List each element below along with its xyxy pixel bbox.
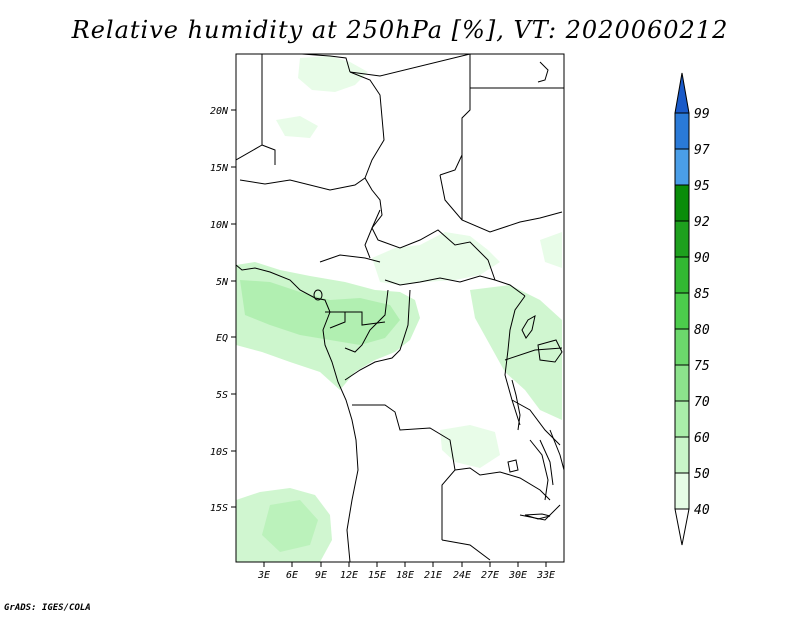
lon-labels: 3E 6E 9E 12E 15E 18E 21E 24E 27E 30E 33E [257, 570, 555, 581]
colorbar-label: 92 [694, 215, 710, 230]
colorbar-bin [674, 220, 690, 258]
map-frame [235, 53, 565, 563]
lat-label-15n: 15N [210, 163, 229, 174]
lat-label-20n: 20N [210, 106, 229, 117]
colorbar-label: 40 [694, 503, 710, 518]
colorbar-bin [674, 400, 690, 438]
lat-label-5n: 5N [216, 277, 229, 288]
lon-label-12e: 12E [340, 570, 358, 581]
lon-label-30e: 30E [508, 570, 527, 581]
colorbar-label: 80 [694, 323, 710, 338]
lon-label-15e: 15E [368, 570, 386, 581]
lon-label-27e: 27E [481, 570, 499, 581]
lat-labels: 20N 15N 10N 5N EQ 5S 10S 15S [210, 106, 229, 514]
colorbar-bin [674, 292, 690, 330]
colorbar-bin [674, 184, 690, 222]
colorbar-label: 70 [694, 395, 710, 410]
humidity-shading [236, 56, 562, 562]
colorbar-label: 99 [694, 107, 710, 122]
lon-label-18e: 18E [396, 570, 414, 581]
colorbar-bin [674, 328, 690, 366]
map-title: Relative humidity at 250hPa [%], VT: 202… [71, 16, 729, 44]
colorbar-lower-triangle [674, 508, 690, 546]
lon-label-3e: 3E [257, 570, 270, 581]
country-borders [236, 54, 564, 562]
lake-kariba [524, 513, 551, 520]
lon-label-21e: 21E [424, 570, 442, 581]
lon-tick-marks [263, 562, 547, 567]
island-bioko [313, 289, 323, 301]
lake-mweru [507, 459, 519, 473]
lon-label-9e: 9E [315, 570, 327, 581]
colorbar-upper-triangle [674, 72, 690, 114]
grads-credit: GrADS: IGES/COLA [4, 603, 91, 613]
lakes-islands [313, 61, 563, 520]
colorbar: 40 50 60 70 75 80 85 90 92 95 97 99 [674, 72, 710, 546]
lat-label-15s: 15S [210, 503, 228, 514]
lat-label-10n: 10N [210, 220, 229, 231]
lake-malawi [539, 439, 554, 486]
lon-label-6e: 6E [286, 570, 298, 581]
colorbar-bin [674, 472, 690, 510]
colorbar-bin [674, 364, 690, 402]
lat-label-eq: EQ [216, 333, 228, 344]
colorbar-label: 50 [694, 467, 710, 482]
lake-albert [521, 315, 536, 339]
lake-tanganyika [511, 379, 521, 431]
colorbar-bin [674, 256, 690, 294]
colorbar-label: 60 [694, 431, 710, 446]
lat-label-10s: 10S [210, 447, 228, 458]
colorbar-bin [674, 112, 690, 150]
lat-tick-marks [231, 109, 236, 508]
lat-label-5s: 5S [216, 390, 228, 401]
colorbar-label: 95 [694, 179, 710, 194]
colorbar-label: 85 [694, 287, 710, 302]
colorbar-bin [674, 436, 690, 474]
colorbar-bin [674, 148, 690, 186]
lake-victoria [537, 339, 563, 363]
sinai-coast [537, 61, 549, 83]
lon-label-33e: 33E [536, 570, 555, 581]
lon-label-24e: 24E [453, 570, 471, 581]
colorbar-label: 97 [694, 143, 710, 158]
colorbar-label: 90 [694, 251, 710, 266]
colorbar-label: 75 [694, 359, 710, 374]
